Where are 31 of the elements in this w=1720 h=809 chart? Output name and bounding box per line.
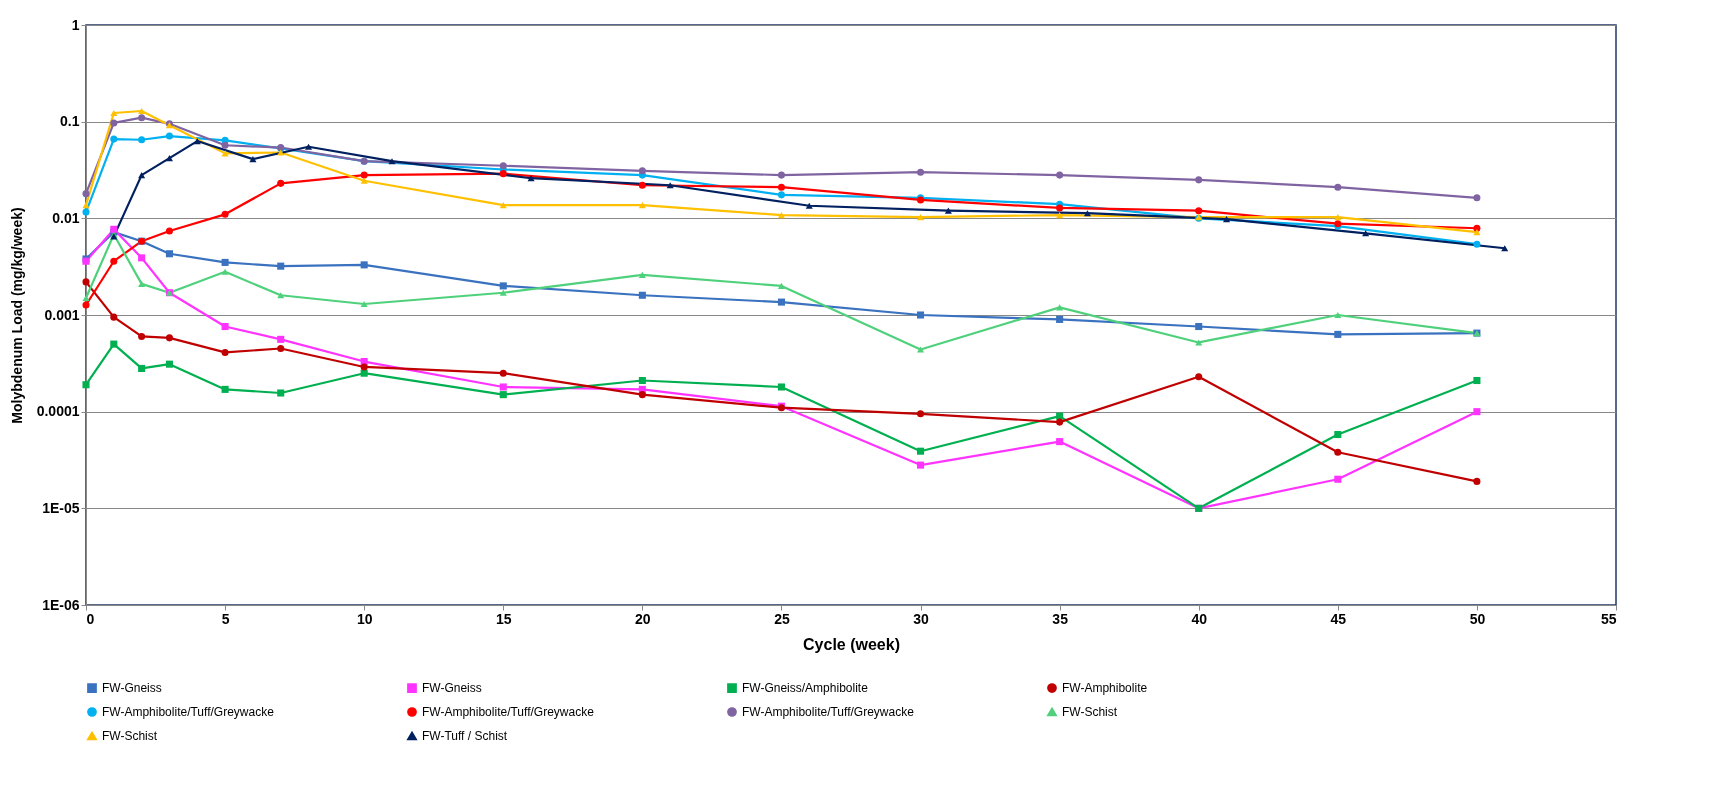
legend-label: FW-Amphibolite bbox=[1062, 681, 1148, 696]
legend-label: FW-Amphibolite/Tuff/Greywacke bbox=[422, 705, 595, 719]
legend-label: FW-Gneiss/Amphibolite bbox=[742, 681, 869, 696]
legend-label: FW-Schist bbox=[102, 729, 158, 743]
y-tick-label: 0.001 bbox=[44, 306, 80, 323]
x-tick-label: 20 bbox=[635, 610, 651, 627]
x-tick-label: 55 bbox=[1600, 610, 1617, 627]
y-tick-label: 0.1 bbox=[60, 113, 80, 130]
legend-label: FW-Amphibolite/Tuff/Greywacke bbox=[742, 705, 915, 719]
x-tick-label: 0 bbox=[86, 610, 95, 627]
legend-label: FW-Gneiss bbox=[102, 681, 162, 696]
x-tick-label: 30 bbox=[913, 610, 930, 627]
x-tick-label: 45 bbox=[1330, 610, 1347, 627]
legend-label: FW-Amphibolite/Tuff/Greywacke bbox=[102, 705, 275, 719]
legend-label: FW-Schist bbox=[1062, 705, 1118, 719]
x-axis-title: Cycle (week) bbox=[803, 635, 900, 653]
x-tick-label: 15 bbox=[495, 610, 512, 627]
y-tick-label: 1E-06 bbox=[42, 596, 80, 613]
x-tick-label: 35 bbox=[1052, 610, 1069, 627]
x-tick-label: 5 bbox=[221, 610, 230, 627]
y-axis-title: Molybdenum Load (mg/kg/week) bbox=[8, 207, 25, 424]
x-tick-label: 40 bbox=[1191, 610, 1208, 627]
y-tick-label: 1 bbox=[71, 16, 80, 33]
y-tick-label: 0.0001 bbox=[36, 403, 80, 420]
x-tick-label: 50 bbox=[1469, 610, 1486, 627]
x-tick-label: 25 bbox=[774, 610, 790, 627]
legend-label: FW-Gneiss bbox=[422, 681, 482, 696]
y-tick-label: 1E-05 bbox=[42, 499, 80, 516]
x-tick-label: 10 bbox=[356, 610, 373, 627]
legend-label: FW-Tuff / Schist bbox=[422, 729, 508, 743]
y-tick-label: 0.01 bbox=[52, 209, 80, 226]
